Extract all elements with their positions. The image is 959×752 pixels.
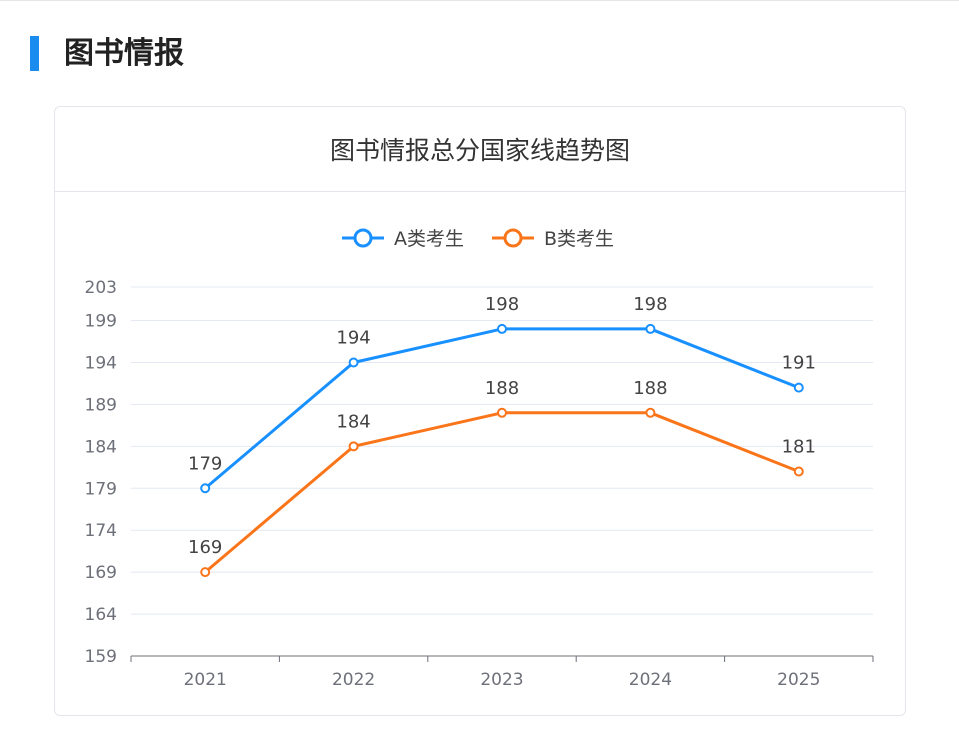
data-point (200, 567, 211, 578)
data-label: 181 (782, 437, 816, 458)
data-point (645, 407, 656, 418)
data-point (497, 407, 507, 418)
data-point (348, 357, 359, 368)
data-label: 184 (336, 411, 370, 432)
y-tick-label: 199 (85, 312, 117, 332)
x-tick-label: 2024 (629, 670, 672, 690)
data-point (200, 483, 211, 494)
data-point (793, 466, 804, 477)
x-tick-label: 2023 (480, 670, 523, 690)
data-label: 198 (485, 294, 519, 315)
data-label: 191 (782, 353, 816, 374)
legend-marker (503, 228, 523, 248)
section-accent-bar (30, 36, 39, 71)
chart-card-header: 图书情报总分国家线趋势图 (55, 107, 905, 192)
data-point (348, 441, 359, 452)
y-tick-label: 174 (85, 521, 117, 541)
x-tick-label: 2025 (777, 670, 820, 690)
y-tick-label: 159 (85, 647, 117, 667)
data-label: 194 (336, 327, 370, 348)
y-tick-label: 194 (85, 353, 117, 373)
y-tick-label: 164 (85, 605, 117, 625)
x-tick-label: 2021 (184, 670, 227, 690)
y-tick-label: 189 (85, 395, 117, 415)
legend-label: B类考生 (544, 228, 614, 250)
series-line (204, 411, 800, 574)
data-point (793, 382, 804, 393)
legend-marker (353, 228, 373, 248)
y-tick-label: 169 (85, 563, 117, 583)
data-label: 198 (633, 294, 667, 315)
data-label: 188 (485, 378, 519, 399)
data-point (497, 323, 507, 334)
data-label: 188 (633, 378, 667, 399)
top-divider (0, 0, 959, 1)
legend-label: A类考生 (394, 228, 464, 250)
y-tick-label: 184 (85, 437, 117, 457)
x-tick-label: 2022 (332, 670, 375, 690)
y-tick-label: 179 (85, 479, 117, 499)
data-label: 169 (188, 537, 222, 558)
y-tick-label: 203 (85, 278, 117, 298)
section-title: 图书情报 (64, 36, 184, 71)
data-label: 179 (188, 453, 222, 474)
chart-title: 图书情报总分国家线趋势图 (329, 136, 630, 165)
data-point (645, 323, 656, 334)
